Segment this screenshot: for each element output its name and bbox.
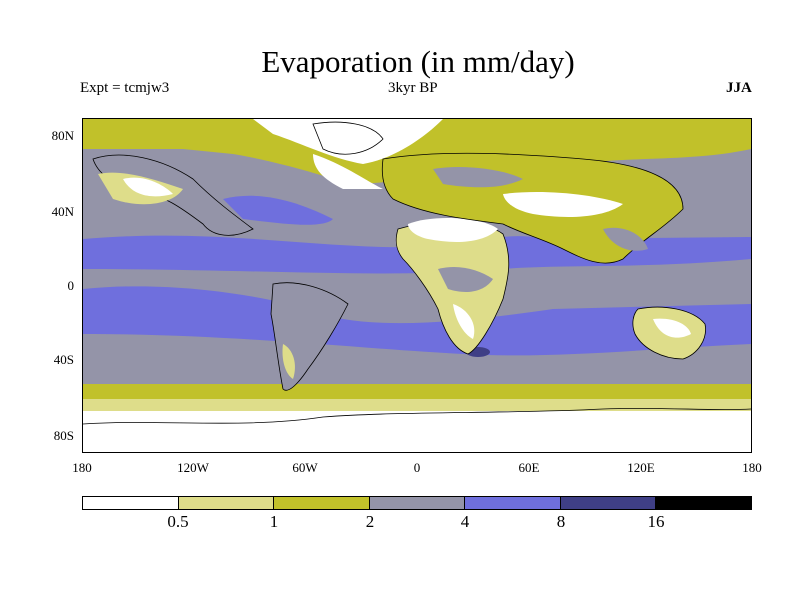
colorbar-swatch: [178, 497, 275, 509]
colorbar-label-8: 8: [556, 512, 566, 531]
lon-tick-120w: 120W: [177, 460, 209, 475]
lon-tick-180e: 180: [742, 460, 762, 475]
colorbar-label-16: 16: [647, 512, 665, 531]
colorbar-swatch: [560, 497, 657, 509]
colorbar-label-0-5: 0.5: [167, 512, 189, 531]
lon-tick-120e: 120E: [627, 460, 655, 475]
lat-tick-40n: 40N: [51, 204, 74, 219]
colorbar: [82, 496, 752, 510]
colorbar-swatch: [369, 497, 466, 509]
lon-tick-60e: 60E: [518, 460, 540, 475]
lon-tick-60w: 60W: [292, 460, 318, 475]
colorbar-swatch: [656, 497, 752, 509]
world-map: [82, 118, 752, 453]
colorbar-swatch: [465, 497, 561, 509]
colorbar-swatch: [83, 497, 179, 509]
season-label: JJA: [726, 80, 752, 96]
evaporation-field: [83, 119, 751, 452]
colorbar-label-2: 2: [365, 512, 375, 531]
figure-title: Evaporation (in mm/day): [261, 44, 575, 79]
lon-tick-180w: 180: [72, 460, 92, 475]
lon-tick-0: 0: [413, 460, 421, 475]
lat-tick-80n: 80N: [51, 128, 74, 143]
colorbar-label-4: 4: [460, 512, 470, 531]
lat-tick-80s: 80S: [53, 428, 74, 443]
lat-tick-0: 0: [67, 278, 75, 293]
experiment-label: Expt = tcmjw3: [80, 80, 170, 96]
period-label: 3kyr BP: [388, 80, 438, 96]
colorbar-swatch: [274, 497, 370, 509]
colorbar-label-1: 1: [269, 512, 279, 531]
lat-tick-40s: 40S: [53, 352, 74, 367]
